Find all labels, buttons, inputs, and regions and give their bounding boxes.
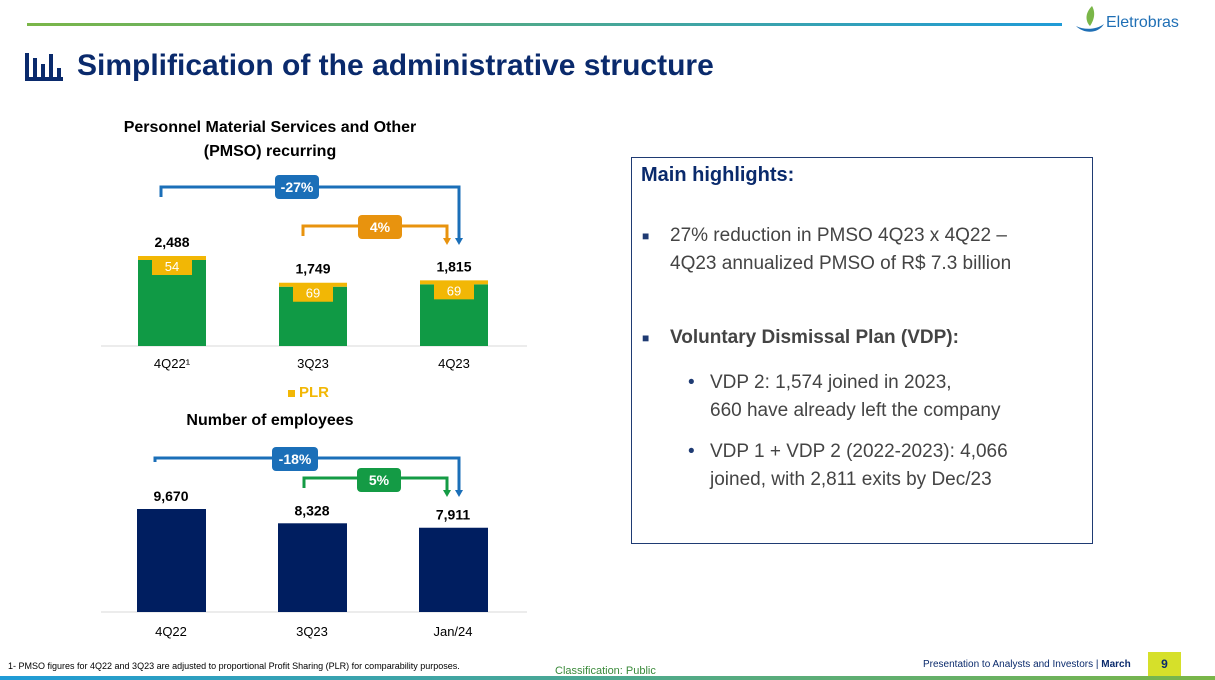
employees-bar (419, 527, 488, 612)
vdp2-subbullet: • VDP 2: 1,574 joined in 2023, 660 have … (688, 369, 1001, 425)
round-bullet-icon: • (688, 441, 695, 462)
vdp-total-line2: joined, with 2,811 exits by Dec/23 (710, 469, 992, 490)
vdp2-line1: VDP 2: 1,574 joined in 2023, (710, 372, 952, 393)
presentation-month: March (1101, 659, 1131, 670)
employees-5-arrowhead (443, 490, 451, 497)
employees-category-label: 4Q22 (155, 624, 187, 639)
vdp-total-subbullet: • VDP 1 + VDP 2 (2022-2023): 4,066 joine… (688, 438, 1008, 494)
eletrobras-logo: Eletrobras (1074, 4, 1199, 38)
bar-chart-icon (25, 53, 63, 81)
plr-legend-label: PLR (299, 384, 329, 401)
pmso-4-badge (358, 215, 402, 239)
round-bullet-icon: • (688, 372, 695, 393)
pmso-plr-label-box (434, 282, 474, 300)
pmso-category-label: 4Q23 (438, 356, 470, 371)
presentation-label: Presentation to Analysts and Investors |… (923, 659, 1131, 670)
pmso-chart-title: Personnel Material Services and Other (P… (123, 119, 417, 160)
employees-category-label: Jan/24 (433, 624, 472, 639)
employees-5-badge (357, 468, 401, 492)
pmso-27-arrowhead (455, 238, 463, 245)
pmso-plr-segment (279, 282, 347, 287)
page-title: Simplification of the administrative str… (77, 49, 714, 82)
pmso-plr-value: 69 (306, 286, 320, 301)
footer-rule (0, 676, 1215, 680)
vdp-total-line1: VDP 1 + VDP 2 (2022-2023): 4,066 (710, 441, 1008, 462)
highlight-bullet-pmso: ■ 27% reduction in PMSO 4Q23 x 4Q22 – 4Q… (642, 222, 1012, 278)
bullet-pmso-line2: 4Q23 annualized PMSO of R$ 7.3 billion (670, 253, 1012, 274)
charts-area: 54 2,488 4Q22¹ 69 1,749 3Q23 69 1,815 4Q23 -27% 4%… (101, 175, 527, 639)
bullet-pmso-line1: 27% reduction in PMSO 4Q23 x 4Q22 – (670, 225, 1007, 246)
square-bullet-icon: ■ (642, 331, 650, 345)
vdp2-line2: 660 have already left the company (710, 400, 1001, 421)
logo-text: Eletrobras (1106, 14, 1179, 31)
footnote: 1- PMSO figures for 4Q22 and 3Q23 are ad… (8, 661, 460, 671)
pmso-total-label: 1,815 (436, 258, 471, 274)
employees-value-label: 7,911 (436, 507, 470, 523)
plr-legend-swatch (288, 389, 295, 397)
square-bullet-icon: ■ (642, 229, 650, 243)
pmso-4-label: 4% (370, 219, 391, 235)
pmso-total-label: 2,488 (154, 234, 189, 250)
presentation-text: Presentation to Analysts and Investors | (923, 659, 1102, 670)
pmso-category-label: 4Q22¹ (154, 356, 191, 371)
pmso-plr-segment (420, 280, 488, 285)
employees-18-label: -18% (279, 451, 312, 467)
employees-value-label: 9,670 (153, 488, 188, 504)
bullet-vdp-text: Voluntary Dismissal Plan (VDP): (670, 327, 959, 348)
employees-chart-title: Number of employees (186, 412, 354, 429)
pmso-total-label: 1,749 (295, 261, 330, 277)
highlights-panel: Main highlights: ■ 27% reduction in PMSO… (631, 157, 1093, 544)
employees-category-label: 3Q23 (296, 624, 328, 639)
eletrobras-leaf-icon (1076, 6, 1104, 32)
pmso-plr-value: 54 (165, 259, 179, 274)
employees-5-label: 5% (369, 472, 390, 488)
pmso-plr-label-box (293, 284, 333, 302)
pmso-plr-label-box (152, 258, 192, 275)
pmso-category-label: 3Q23 (297, 356, 329, 371)
pmso-4-arrowhead (443, 238, 451, 245)
employees-value-label: 8,328 (294, 502, 329, 518)
employees-bar (137, 509, 206, 612)
employees-18-badge (272, 447, 318, 471)
highlight-bullet-vdp: ■ Voluntary Dismissal Plan (VDP): (642, 324, 959, 352)
employees-18-arrowhead (455, 490, 463, 497)
plr-legend: PLR (288, 384, 329, 401)
header-rule (27, 23, 1062, 26)
pmso-27-label: -27% (281, 179, 314, 195)
page-number: 9 (1148, 652, 1181, 676)
pmso-plr-value: 69 (447, 283, 461, 298)
employees-bar (278, 523, 347, 612)
highlights-heading: Main highlights: (641, 164, 795, 186)
pmso-27-badge (275, 175, 319, 199)
classification-label: Classification: Public (555, 665, 656, 677)
